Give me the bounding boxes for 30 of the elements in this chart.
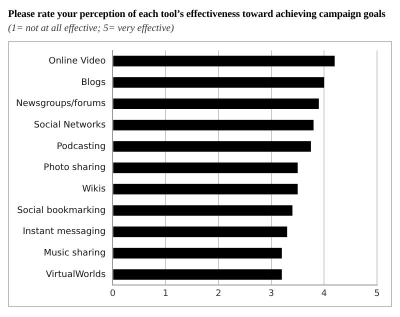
y-tick-label: Instant messaging — [22, 227, 106, 238]
y-tick-label: Music sharing — [44, 248, 106, 259]
bar — [113, 77, 324, 88]
bar — [113, 98, 319, 110]
bar — [113, 141, 311, 152]
bar — [113, 120, 314, 130]
x-tick-label: 0 — [110, 288, 116, 299]
bar — [113, 162, 298, 174]
bar — [113, 184, 298, 194]
chart-title: Please rate your perception of each tool’s effectiveness toward achieving campaign goals — [8, 8, 386, 22]
y-tick-label: VirtualWorlds — [46, 270, 106, 280]
y-tick-label: Blogs — [81, 78, 106, 88]
x-tick-label: 2 — [216, 288, 222, 299]
chart-subtitle: (1= not at all effective; 5= very effective) — [8, 22, 175, 35]
x-tick-label: 4 — [321, 288, 328, 299]
bar — [113, 226, 288, 238]
y-tick-label: Wikis — [82, 184, 106, 194]
bar — [113, 269, 282, 280]
y-tick-label: Newsgroups/forums — [16, 99, 106, 110]
y-tick-label: Podcasting — [56, 142, 106, 152]
y-tick-label: Social Networks — [34, 120, 106, 130]
bar — [113, 56, 335, 66]
x-tick-label: 5 — [374, 288, 380, 299]
y-tick-label: Social bookmarking — [17, 206, 106, 216]
x-tick-label: 1 — [162, 288, 168, 299]
x-tick-label: 3 — [268, 288, 274, 299]
y-tick-label: Photo sharing — [44, 163, 106, 174]
bar — [113, 205, 292, 216]
bar — [113, 248, 282, 258]
y-tick-label: Online Video — [48, 56, 106, 66]
